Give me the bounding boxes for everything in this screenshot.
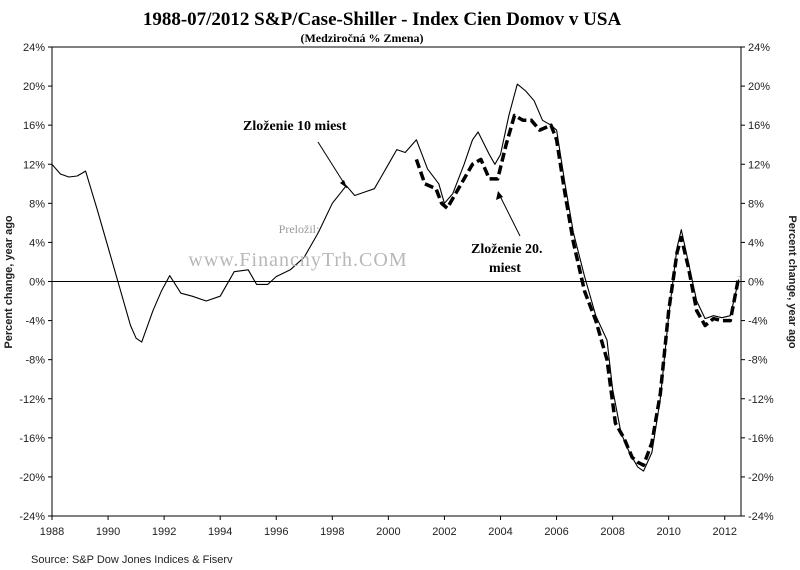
y-tick-label-right: -20% (748, 472, 774, 484)
y-tick-label-left: 4% (29, 237, 45, 249)
y-tick-label-left: 16% (23, 120, 45, 132)
y-tick-label-left: 24% (23, 42, 45, 54)
y-axis-label-right: Percent change, year ago (786, 215, 798, 349)
source-note: Source: S&P Dow Jones Indices & Fiserv (31, 554, 233, 566)
annotation-10-city-arrow (317, 141, 348, 189)
annotation-10-city: Zloženie 10 miest (243, 119, 347, 134)
y-tick-label-right: -12% (748, 394, 774, 406)
plot-area (51, 46, 742, 517)
x-tick-label: 2002 (432, 526, 456, 538)
chart-subtitle: (Medziročná % Zmena) (300, 31, 423, 45)
x-tick-label: 2004 (488, 526, 512, 538)
x-tick-label: 2006 (544, 526, 568, 538)
x-tick-label: 1998 (320, 526, 344, 538)
y-tick-label-right: -8% (748, 355, 768, 367)
y-tick-label-left: -16% (19, 433, 45, 445)
x-tick-label: 1996 (264, 526, 288, 538)
y-tick-label-right: 20% (748, 81, 770, 93)
x-tick-label: 1992 (152, 526, 176, 538)
y-tick-label-left: -4% (25, 316, 45, 328)
y-tick-label-left: -24% (19, 511, 45, 523)
y-axis-label-left: Percent change, year ago (3, 215, 15, 349)
x-tick-label: 2012 (712, 526, 736, 538)
chart-title: 1988-07/2012 S&P/Case-Shiller - Index Ci… (143, 9, 622, 30)
y-tick-label-left: 0% (29, 277, 45, 289)
x-tick-label: 1990 (96, 526, 120, 538)
annotation-20-city-arrowhead (496, 191, 503, 200)
y-tick-label-right: 0% (748, 277, 764, 289)
y-tick-label-left: -12% (19, 394, 45, 406)
y-tick-label-right: 4% (748, 237, 764, 249)
series-line-2 (414, 113, 741, 467)
series-layer (51, 83, 741, 472)
y-tick-label-right: -16% (748, 433, 774, 445)
y-tick-label-left: -20% (19, 472, 45, 484)
y-tick-label-right: 24% (748, 42, 770, 54)
axis-ticks: -24% -24% -20% -20% -16% -16% -12% -12% -8% -8% -4… (19, 42, 774, 538)
y-tick-label-left: -8% (25, 355, 45, 367)
annotation-20-city-line1: Zloženie 20. (471, 242, 543, 257)
series-line-1 (51, 83, 740, 472)
annotation-10-city-arrowhead (340, 180, 347, 188)
annotation-20-city-line2: miest (489, 261, 521, 276)
annotation-20-city-arrow (499, 195, 521, 237)
x-tick-label: 1988 (40, 526, 64, 538)
x-tick-label: 1994 (208, 526, 232, 538)
y-tick-label-right: 12% (748, 159, 770, 171)
x-tick-label: 2000 (376, 526, 400, 538)
x-tick-label: 2010 (656, 526, 680, 538)
y-tick-label-left: 20% (23, 81, 45, 93)
watermark-small: Preložil: (279, 222, 320, 236)
x-tick-label: 2008 (600, 526, 624, 538)
y-tick-label-right: -4% (748, 316, 768, 328)
y-tick-label-right: -24% (748, 511, 774, 523)
y-tick-label-right: 8% (748, 198, 764, 210)
y-tick-label-left: 12% (23, 159, 45, 171)
y-tick-label-left: 8% (29, 198, 45, 210)
y-tick-label-right: 16% (748, 120, 770, 132)
watermark: www.FinancnyTrh.COM (188, 249, 407, 271)
